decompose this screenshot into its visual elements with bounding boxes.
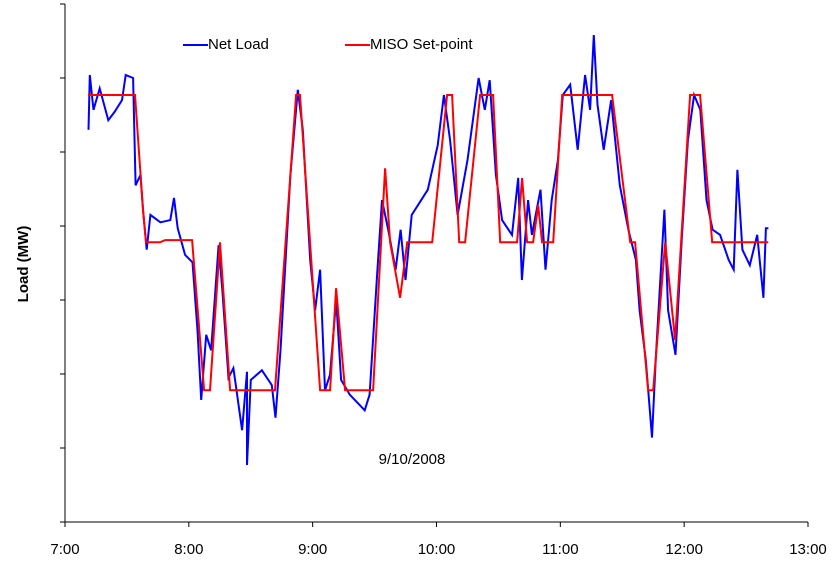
- x-tick-label: 11:00: [542, 541, 578, 558]
- series-line: [87, 35, 769, 466]
- legend-label: MISO Set-point: [370, 36, 473, 53]
- x-tick-label: 10:00: [418, 541, 456, 558]
- x-tick-label: 12:00: [665, 541, 703, 558]
- x-tick-label: 7:00: [50, 541, 79, 558]
- x-tick-label: 13:00: [789, 541, 827, 558]
- legend-label: Net Load: [208, 36, 269, 53]
- annotation: 9/10/2008: [379, 451, 446, 468]
- x-tick-label: 9:00: [298, 541, 327, 558]
- y-axis-label: Load (MW): [15, 226, 32, 303]
- series-line: [88, 94, 769, 392]
- x-tick-label: 8:00: [174, 541, 203, 558]
